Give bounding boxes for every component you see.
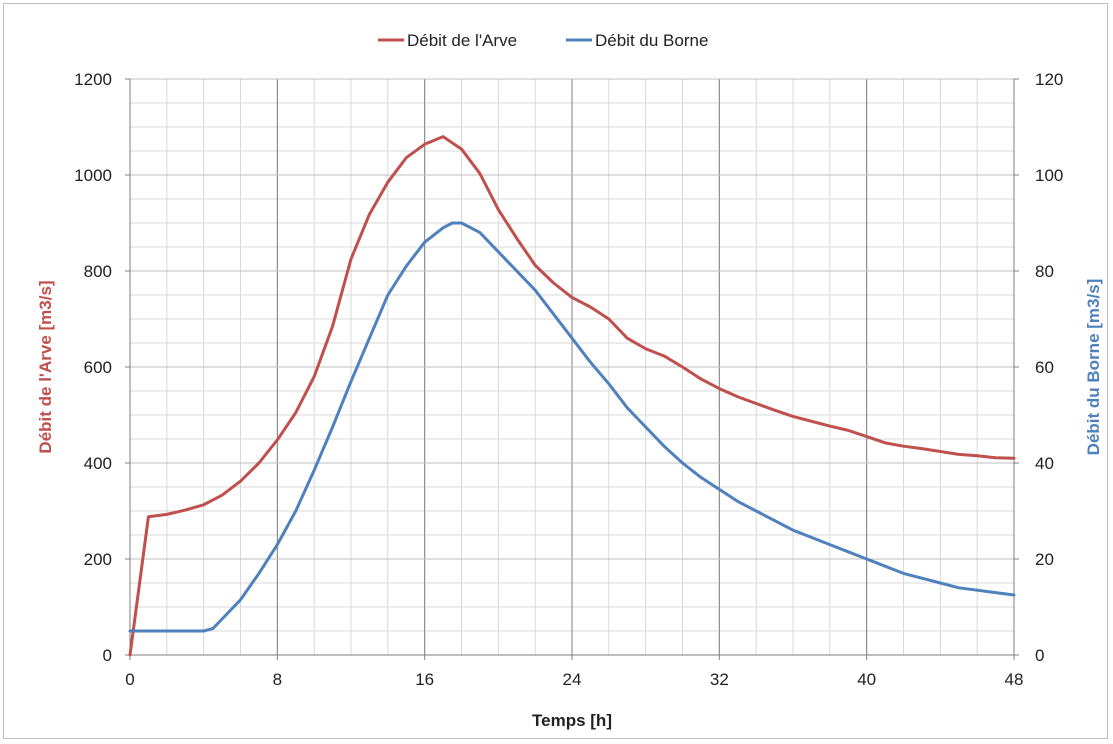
y-left-tick-label: 1000 <box>74 166 112 185</box>
x-tick-label: 16 <box>415 670 434 689</box>
y-axis-right-title: Débit du Borne [m3/s] <box>1084 279 1103 456</box>
y-left-tick-label: 0 <box>103 646 112 665</box>
x-tick-label: 40 <box>857 670 876 689</box>
x-tick-label: 0 <box>125 670 134 689</box>
y-left-tick-label: 200 <box>84 550 112 569</box>
x-tick-label: 32 <box>710 670 729 689</box>
y-axis-left-title: Débit de l'Arve [m3/s] <box>36 280 55 453</box>
series-layer <box>128 135 1016 657</box>
y-right-tick-label: 60 <box>1035 358 1054 377</box>
y-left-tick-label: 600 <box>84 358 112 377</box>
y-right-tick-label: 40 <box>1035 454 1054 473</box>
chart-frame <box>3 3 1108 739</box>
axes <box>125 78 1019 660</box>
x-tick-label: 24 <box>563 670 582 689</box>
y-right-tick-label: 120 <box>1035 70 1063 89</box>
y-right-tick-label: 0 <box>1035 646 1044 665</box>
y-left-tick-label: 800 <box>84 262 112 281</box>
series-line-arve <box>128 135 1016 657</box>
series-line-borne <box>128 221 1016 633</box>
legend-label-arve: Débit de l'Arve <box>407 31 517 50</box>
y-left-tick-label: 1200 <box>74 70 112 89</box>
y-right-tick-label: 20 <box>1035 550 1054 569</box>
y-left-tick-label: 400 <box>84 454 112 473</box>
x-tick-label: 48 <box>1005 670 1024 689</box>
legend-label-borne: Débit du Borne <box>595 31 708 50</box>
tick-labels: 0 8 16 24 32 40 48 0 200 400 600 800 1000 1200 0 20 40 60… <box>74 70 1063 689</box>
y-right-tick-label: 80 <box>1035 262 1054 281</box>
legend: Débit de l'Arve Débit du Borne <box>378 31 708 50</box>
y-right-tick-label: 100 <box>1035 166 1063 185</box>
x-tick-label: 8 <box>273 670 282 689</box>
x-axis-title: Temps [h] <box>532 711 612 730</box>
